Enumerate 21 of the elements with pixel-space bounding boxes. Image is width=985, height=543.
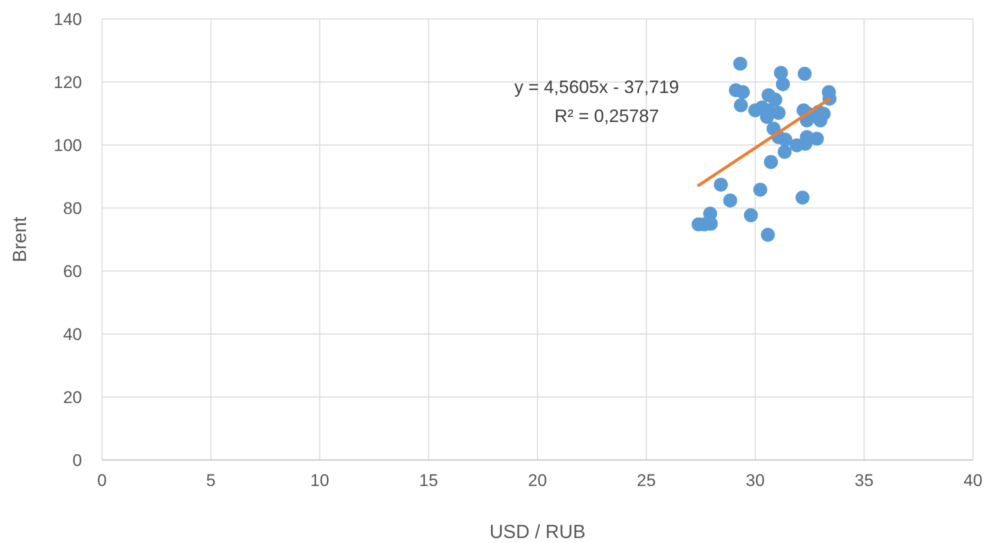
x-tick-label: 35	[854, 471, 874, 490]
y-tick-label: 0	[72, 451, 82, 470]
y-tick-label: 120	[54, 73, 82, 92]
y-tick-label: 140	[54, 10, 82, 29]
x-tick-label: 25	[636, 471, 656, 490]
y-tick-label: 60	[63, 262, 82, 281]
x-tick-label: 30	[746, 471, 765, 490]
y-tick-label: 20	[63, 388, 82, 407]
y-tick-label: 100	[54, 136, 82, 155]
x-tick-label: 0	[97, 471, 107, 490]
x-axis-title: USD / RUB	[489, 522, 586, 543]
annotation: y = 4,5605x - 37,719	[514, 77, 680, 98]
x-tick-label: 10	[310, 471, 330, 490]
y-tick-label: 40	[63, 325, 82, 344]
y-axis-title: Brent	[10, 216, 31, 262]
annotation: R² = 0,25787	[554, 106, 660, 126]
x-tick-label: 40	[964, 471, 982, 490]
x-tick-label: 5	[206, 471, 216, 490]
x-tick-label: 20	[528, 471, 547, 490]
x-tick-label: 15	[419, 471, 438, 490]
y-tick-label: 80	[63, 199, 82, 218]
